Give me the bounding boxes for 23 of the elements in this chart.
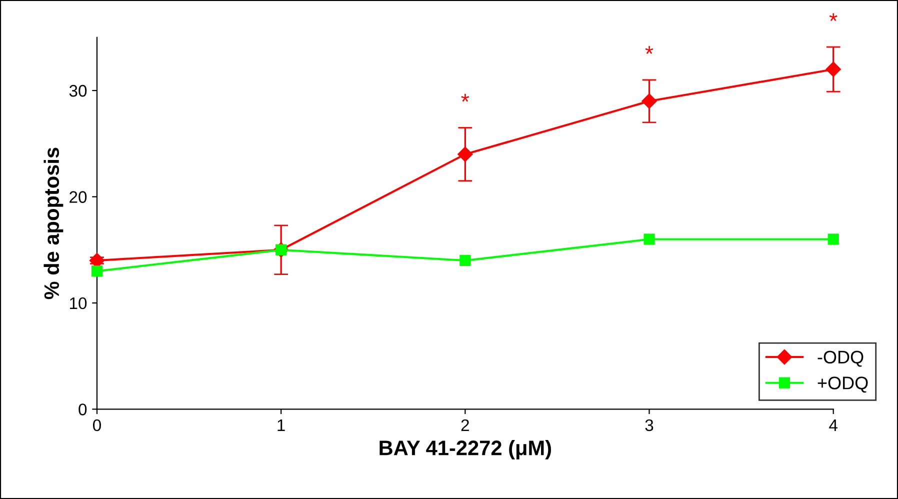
x-tick-label: 0: [93, 419, 101, 432]
y-tick-label: 30: [69, 84, 87, 97]
y-axis-title: % de apoptosis: [44, 148, 64, 300]
point: [458, 146, 473, 162]
y-tick-label: 20: [70, 191, 87, 203]
x-tick-label: 2: [461, 419, 469, 431]
y-tick-label: 0: [78, 404, 87, 416]
point: [91, 266, 103, 277]
annotation: *: [645, 46, 654, 54]
x-tick-label: 3: [645, 419, 654, 432]
point: [644, 234, 655, 245]
point: [460, 254, 471, 266]
text: *: [829, 13, 838, 21]
x-tick-label: 4: [829, 420, 838, 431]
y-tick-label: 10: [70, 297, 87, 310]
annotation: *: [461, 94, 470, 102]
point: [642, 94, 657, 109]
point: [826, 62, 841, 77]
legend-label: -ODQ: [818, 350, 864, 367]
x-tick-label: 1: [278, 420, 285, 431]
point: [828, 234, 839, 245]
x-axis-title: BAY 41-2272 (μM): [380, 440, 551, 460]
legend-label: +ODQ: [818, 376, 868, 393]
